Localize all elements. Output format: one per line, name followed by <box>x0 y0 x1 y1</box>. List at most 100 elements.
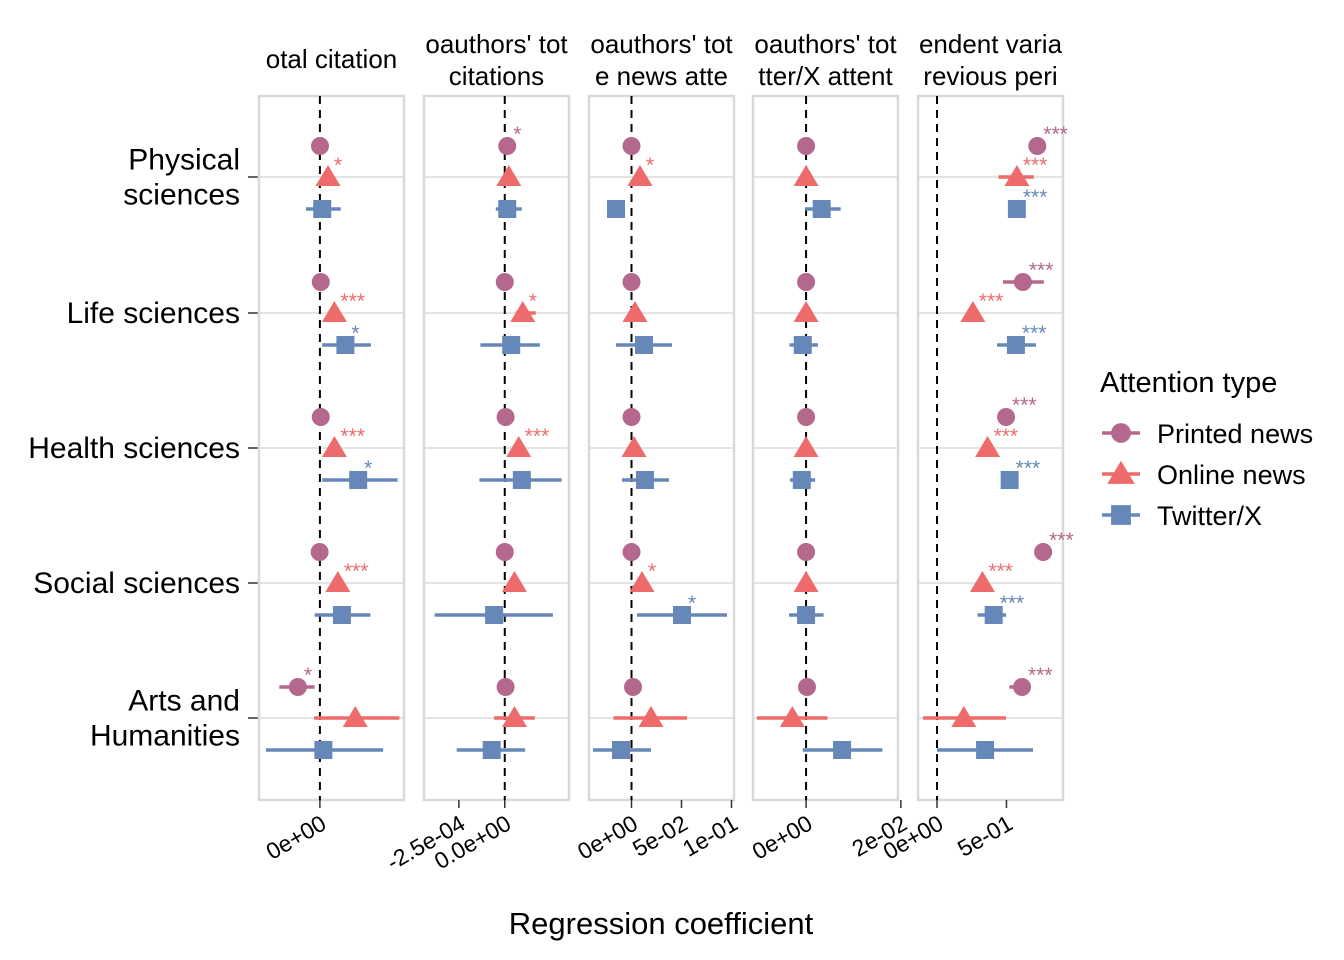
facet-strip-title: e news atte <box>595 61 728 91</box>
facet-strip-title: tter/X attent <box>758 61 893 91</box>
data-point-square <box>336 336 355 354</box>
data-point-square <box>635 336 653 354</box>
data-point-circle <box>496 678 515 696</box>
facet-strip-title: oauthors' tot <box>425 29 568 59</box>
data-point-circle <box>311 273 330 291</box>
data-point-circle <box>496 408 515 426</box>
facet-data <box>756 137 883 759</box>
data-point-square <box>313 200 332 218</box>
significance-label: * <box>513 123 521 146</box>
data-point-circle <box>311 408 330 426</box>
data-point-triangle <box>629 571 655 592</box>
panel-border <box>587 94 736 802</box>
legend-label: Online news <box>1157 460 1306 490</box>
data-point-triangle <box>321 301 347 322</box>
data-point-triangle <box>638 706 664 727</box>
x-tick-label: 5e-01 <box>953 810 1017 862</box>
data-point-circle <box>622 273 641 291</box>
y-tick-label: Social sciences <box>33 567 240 600</box>
facet-strip-title: oauthors' tot <box>590 29 733 59</box>
data-point-circle <box>1013 678 1032 696</box>
data-point-circle <box>1034 543 1053 561</box>
significance-label: *** <box>988 560 1013 583</box>
significance-label: *** <box>525 425 550 448</box>
y-tick-label: Physical sciences <box>123 144 240 212</box>
data-point-square <box>502 336 521 354</box>
significance-label: *** <box>1023 186 1048 209</box>
data-point-triangle <box>627 165 653 186</box>
significance-label: * <box>334 154 342 177</box>
significance-label: *** <box>1000 592 1025 615</box>
legend: Attention type Printed news Online news Tw… <box>1100 367 1313 531</box>
data-point-circle <box>495 273 514 291</box>
data-point-square <box>512 471 531 489</box>
significance-label: *** <box>1049 529 1074 552</box>
data-point-triangle <box>622 301 648 322</box>
data-point-square <box>793 336 812 354</box>
facet-strip: otal citation <box>266 44 398 74</box>
significance-label: *** <box>979 290 1004 313</box>
significance-label: * <box>304 664 312 687</box>
data-point-square <box>485 606 504 624</box>
data-point-circle <box>495 543 514 561</box>
significance-label: *** <box>1016 457 1041 480</box>
data-point-circle <box>798 678 817 696</box>
legend-label: Twitter/X <box>1157 501 1262 531</box>
data-point-triangle <box>510 301 536 322</box>
data-point-square <box>673 606 691 624</box>
significance-label: *** <box>344 560 369 583</box>
y-tick-line: Life sciences <box>67 297 240 330</box>
data-point-square <box>607 200 625 218</box>
facet-strip-title: citations <box>449 61 544 91</box>
data-point-square <box>1007 200 1026 218</box>
significance-label: * <box>364 457 372 480</box>
data-point-square <box>636 471 654 489</box>
significance-label: *** <box>1029 259 1054 282</box>
x-tick-label: 1e-01 <box>678 810 742 862</box>
data-point-triangle <box>342 706 368 727</box>
data-point-triangle <box>621 436 647 457</box>
y-tick-label: Life sciences <box>67 297 240 330</box>
y-tick-line: Humanities <box>90 720 240 753</box>
data-point-circle <box>624 678 642 696</box>
data-point-square <box>314 741 333 759</box>
data-point-triangle <box>315 165 341 186</box>
data-point-triangle <box>321 436 347 457</box>
data-point-triangle <box>793 165 819 186</box>
y-axis-labels: Physical sciences Life sciences Health scie… <box>28 144 259 753</box>
data-point-triangle <box>496 165 522 186</box>
data-point-square <box>812 200 831 218</box>
facet-data <box>434 137 562 759</box>
data-point-square <box>984 606 1003 624</box>
facet-data <box>923 137 1053 759</box>
data-point-triangle <box>969 571 995 592</box>
significance-label: * <box>688 592 696 615</box>
x-axis-title: Regression coefficient <box>509 906 814 941</box>
y-tick-line: Social sciences <box>33 567 240 600</box>
data-point-triangle <box>506 436 532 457</box>
significance-label: *** <box>340 425 365 448</box>
facet-strip-title: otal citation <box>266 44 398 74</box>
data-point-triangle <box>501 571 527 592</box>
data-point-circle <box>622 543 641 561</box>
data-point-square <box>1000 471 1019 489</box>
data-point-square <box>1006 336 1025 354</box>
data-point-triangle <box>779 706 805 727</box>
data-point-triangle <box>325 571 351 592</box>
y-tick-label: Health sciences <box>28 432 240 465</box>
y-tick-line: Health sciences <box>28 432 240 465</box>
significance-label: *** <box>340 290 365 313</box>
x-tick-label: 0e+00 <box>261 810 330 865</box>
data-point-triangle <box>793 301 819 322</box>
facet-strip-title: endent varia <box>919 29 1063 59</box>
data-point-circle <box>310 137 329 155</box>
data-point-triangle <box>793 436 819 457</box>
data-point-triangle <box>1004 165 1030 186</box>
data-point-triangle <box>960 301 986 322</box>
facet-panels: otal citation0e+00*************oauthors'… <box>257 29 1074 875</box>
data-point-circle <box>622 408 641 426</box>
